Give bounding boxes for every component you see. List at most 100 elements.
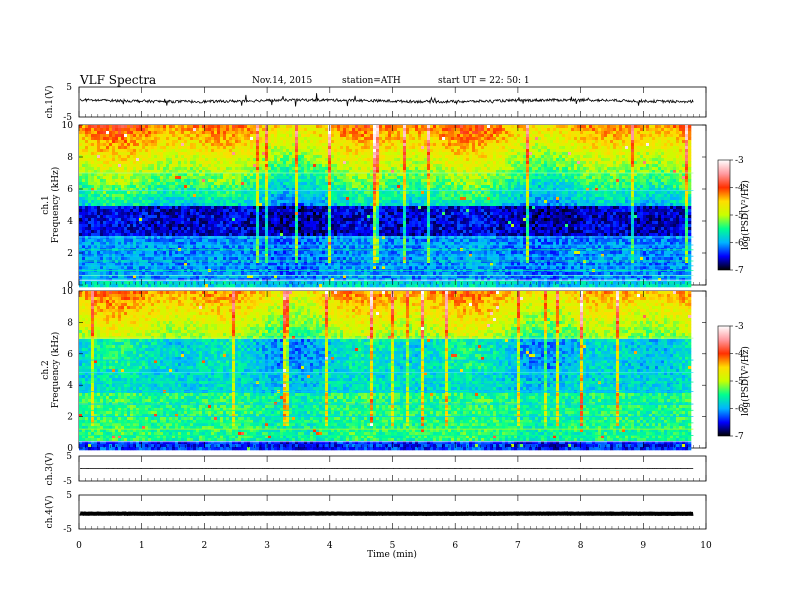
spectrogram-cell xyxy=(160,188,164,192)
spectrogram-cell xyxy=(145,137,149,141)
spectrogram-cell xyxy=(310,149,314,153)
spectrogram-cell xyxy=(79,188,83,192)
spectrogram-cell xyxy=(103,152,107,156)
spectrogram-cell xyxy=(373,143,377,147)
spectrogram-cell xyxy=(484,140,488,144)
spectrogram-cell xyxy=(409,125,413,129)
spectrogram-cell xyxy=(361,146,365,150)
spectrogram-cell xyxy=(451,161,455,165)
spectrogram-cell xyxy=(589,176,593,180)
spectrogram-cell xyxy=(430,152,434,156)
spectrogram-cell xyxy=(142,167,146,171)
spectrogram-cell xyxy=(280,167,284,171)
spectrogram-cell xyxy=(274,143,278,147)
spectrogram-cell xyxy=(682,134,686,138)
spectrogram-cell xyxy=(685,149,689,153)
spectrogram-cell xyxy=(304,128,308,132)
spectrogram-cell xyxy=(529,194,533,198)
spectrogram-cell xyxy=(292,176,296,180)
spectrogram-cell xyxy=(394,128,398,132)
spectrogram-cell xyxy=(316,149,320,153)
spectrogram-cell xyxy=(304,143,308,147)
spectrogram-cell xyxy=(391,161,395,165)
spectrogram-cell xyxy=(403,170,407,174)
spectrogram-cell xyxy=(604,185,608,189)
spectrogram-cell xyxy=(259,170,263,174)
spectrogram-cell xyxy=(688,188,692,192)
spectrogram-cell xyxy=(595,155,599,159)
spectrogram-cell xyxy=(442,125,446,129)
spectrogram-cell xyxy=(343,191,347,195)
spectrogram-cell xyxy=(328,149,332,153)
spectrogram-cell xyxy=(460,125,464,129)
spectrogram-cell xyxy=(142,149,146,153)
spectrogram-cell xyxy=(634,185,638,189)
spectrogram-cell xyxy=(175,158,179,162)
spectrogram-cell xyxy=(184,158,188,162)
spectrogram-cell xyxy=(511,194,515,198)
spectrogram-cell xyxy=(460,146,464,150)
spectrogram-cell xyxy=(193,161,197,165)
spectrogram-cell xyxy=(88,155,92,159)
spectrogram-cell xyxy=(547,134,551,138)
spectrogram-cell xyxy=(322,194,326,198)
spectrogram-cell xyxy=(577,155,581,159)
spectrogram-cell xyxy=(466,173,470,177)
spectrogram-cell xyxy=(451,167,455,171)
spectrogram-cell xyxy=(682,149,686,153)
spectrogram-cell xyxy=(124,152,128,156)
spectrogram-cell xyxy=(202,131,206,135)
spectrogram-cell xyxy=(235,161,239,165)
spectrogram-cell xyxy=(235,194,239,198)
spectrogram-cell xyxy=(400,131,404,135)
spectrogram-cell xyxy=(655,158,659,162)
spectrogram-cell xyxy=(643,152,647,156)
spectrogram-cell xyxy=(265,137,269,141)
spectrogram-cell xyxy=(295,143,299,147)
spectrogram-cell xyxy=(178,167,182,171)
spectrogram-cell xyxy=(478,185,482,189)
spectrogram-cell xyxy=(580,167,584,171)
spectrogram-cell xyxy=(589,161,593,165)
spectrogram-cell xyxy=(442,152,446,156)
spectrogram-cell xyxy=(688,170,692,174)
spectrogram-cell xyxy=(649,137,653,141)
spectrogram-cell xyxy=(295,188,299,192)
spectrogram-cell xyxy=(517,161,521,165)
spectrogram-cell xyxy=(541,185,545,189)
spectrogram-cell xyxy=(496,188,500,192)
spectrogram-cell xyxy=(661,182,665,186)
spectrogram-cell xyxy=(637,194,641,198)
spectrogram-cell xyxy=(187,143,191,147)
spectrogram-cell xyxy=(88,167,92,171)
spectrogram-cell xyxy=(478,188,482,192)
spectrogram-cell xyxy=(598,194,602,198)
spectrogram-cell xyxy=(688,146,692,150)
spectrogram-cell xyxy=(316,125,320,129)
spectrogram-cell xyxy=(145,194,149,198)
spectrogram-cell xyxy=(598,143,602,147)
spectrogram-cell xyxy=(442,134,446,138)
spectrogram-cell xyxy=(118,137,122,141)
spectrogram-cell xyxy=(271,149,275,153)
spectrogram-cell xyxy=(226,128,230,132)
spectrogram-cell xyxy=(565,164,569,168)
spectrogram-cell xyxy=(172,170,176,174)
spectrogram-cell xyxy=(505,131,509,135)
spectrogram-cell xyxy=(202,179,206,183)
spectrogram-cell xyxy=(304,131,308,135)
spectrogram-cell xyxy=(403,161,407,165)
spectrogram-cell xyxy=(166,170,170,174)
spectrogram-cell xyxy=(634,194,638,198)
spectrogram-cell xyxy=(583,167,587,171)
spectrogram-cell xyxy=(418,152,422,156)
spectrogram-cell xyxy=(466,149,470,153)
spectrogram-cell xyxy=(181,149,185,153)
spectrogram-cell xyxy=(298,146,302,150)
spectrogram-cell xyxy=(88,149,92,153)
spectrogram-cell xyxy=(667,146,671,150)
spectrogram-cell xyxy=(349,167,353,171)
spectrogram-cell xyxy=(367,191,371,195)
spectrogram-cell xyxy=(127,167,131,171)
